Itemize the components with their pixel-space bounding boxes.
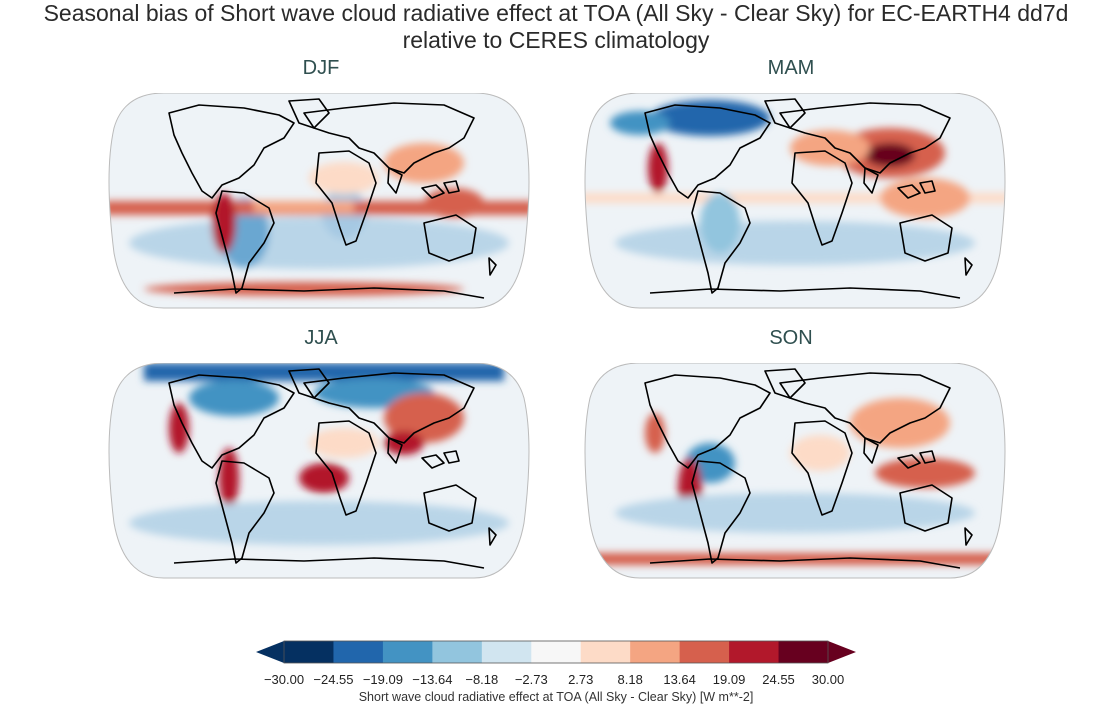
colorbar-tick-label: 24.55	[762, 672, 795, 687]
colorbar	[256, 640, 856, 664]
figure-title-line1: Seasonal bias of Short wave cloud radiat…	[43, 0, 1069, 26]
colorbar-swatch	[333, 641, 384, 663]
colorbar-swatch	[630, 641, 681, 663]
map-son	[584, 363, 1006, 579]
colorbar-tick-label: −19.09	[362, 672, 403, 687]
panel-title-mam: MAM	[767, 57, 815, 79]
colorbar-tick-label: −13.64	[412, 672, 453, 687]
colorbar-extend-high	[828, 641, 856, 663]
map-jja	[108, 363, 530, 579]
colorbar-tick-label: 13.64	[663, 672, 696, 687]
colorbar-swatch	[432, 641, 483, 663]
colorbar-tick-label: 19.09	[712, 672, 746, 687]
panel-title-jja: JJA	[304, 327, 338, 349]
colorbar-tick-label: −30.00	[263, 672, 305, 687]
panel-title-son: SON	[769, 327, 813, 349]
colorbar-tick-label: 2.73	[568, 672, 594, 687]
colorbar-tick-label: −2.73	[514, 672, 548, 687]
colorbar-swatch	[729, 641, 780, 663]
colorbar-tick-label: 8.18	[617, 672, 643, 687]
colorbar-swatch	[580, 641, 631, 663]
colorbar-tick-label: −24.55	[313, 672, 354, 687]
colorbar-swatch	[284, 641, 334, 663]
colorbar-swatch	[679, 641, 730, 663]
map-djf	[108, 93, 530, 309]
colorbar-tick-label: 30.00	[811, 672, 845, 687]
colorbar-swatch	[382, 641, 433, 663]
colorbar-swatch	[778, 641, 829, 663]
figure-title: Seasonal bias of Short wave cloud radiat…	[0, 0, 1112, 54]
colorbar-swatch	[531, 641, 582, 663]
colorbar-tick-label: −8.18	[465, 672, 499, 687]
figure-title-line2: relative to CERES climatology	[402, 27, 710, 53]
panel-title-djf: DJF	[302, 57, 340, 79]
colorbar-label: Short wave cloud radiative effect at TOA…	[358, 690, 754, 704]
colorbar-swatch	[481, 641, 532, 663]
map-mam	[584, 93, 1006, 309]
colorbar-extend-low	[256, 641, 284, 663]
